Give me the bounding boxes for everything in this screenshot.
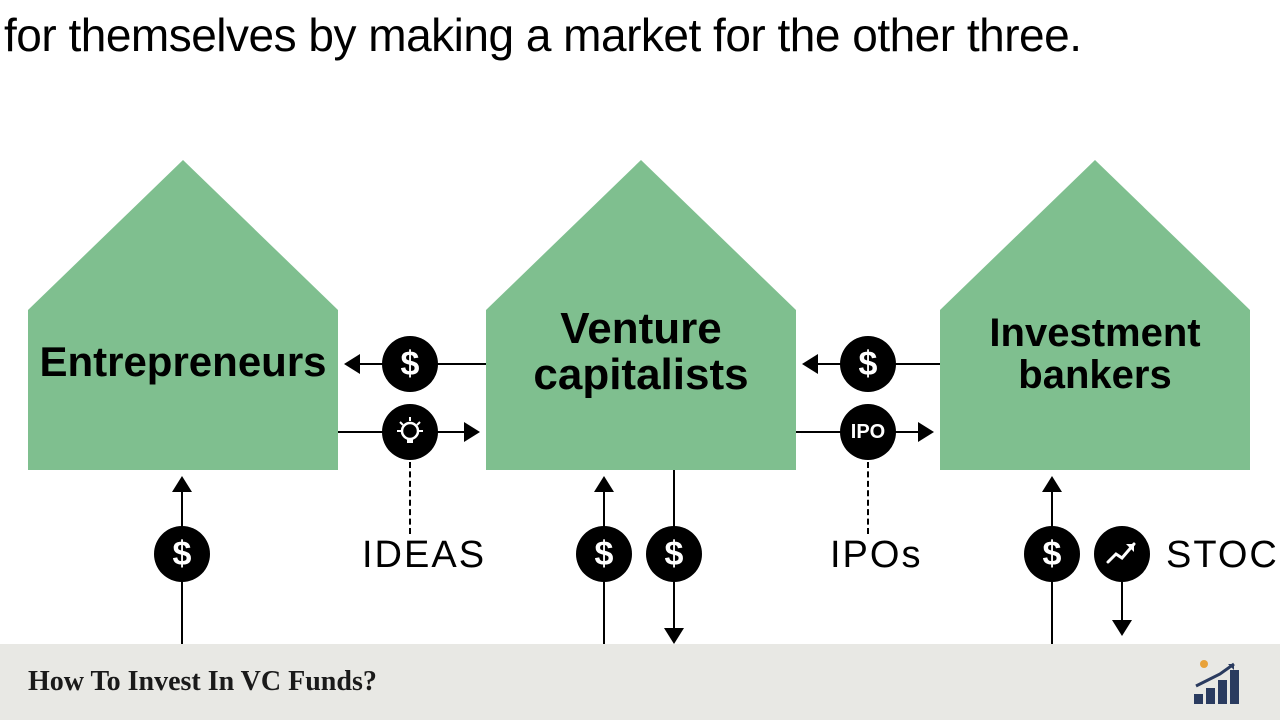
ipo-text: IPO bbox=[851, 421, 885, 444]
arrow-head-right bbox=[464, 422, 480, 442]
arrow-head-down bbox=[1112, 620, 1132, 636]
lightbulb-icon bbox=[393, 415, 427, 449]
dashed-line bbox=[409, 462, 411, 534]
dollar_below_2a-badge: $ bbox=[576, 526, 632, 582]
arrow-head-up bbox=[594, 476, 614, 492]
arrow-head-left bbox=[802, 354, 818, 374]
house-3: Investmentbankers bbox=[940, 160, 1250, 470]
growth-chart-icon bbox=[1190, 656, 1252, 708]
intro-text: for themselves by making a market for th… bbox=[4, 8, 1082, 62]
label-ideas: IDEAS bbox=[362, 534, 486, 577]
idea_left-badge bbox=[382, 404, 438, 460]
footer-bar: How To Invest In VC Funds? bbox=[0, 644, 1280, 720]
dollar-icon: $ bbox=[1043, 535, 1062, 574]
arrow-head-up bbox=[1042, 476, 1062, 492]
arrow-head-right bbox=[918, 422, 934, 442]
dollar-icon: $ bbox=[401, 345, 420, 384]
house-1: Entrepreneurs bbox=[28, 160, 338, 470]
dashed-line bbox=[867, 462, 869, 534]
house-label: Venturecapitalists bbox=[486, 306, 796, 398]
diagram-canvas: for themselves by making a market for th… bbox=[0, 0, 1280, 720]
dollar-icon: $ bbox=[173, 535, 192, 574]
label-ipos: IPOs bbox=[830, 534, 922, 577]
dollar-icon: $ bbox=[859, 345, 878, 384]
ipo_right-badge: IPO bbox=[840, 404, 896, 460]
arrow-head-up bbox=[172, 476, 192, 492]
dollar-icon: $ bbox=[595, 535, 614, 574]
arrow-line bbox=[1121, 582, 1123, 622]
dollar_below_2b-badge: $ bbox=[646, 526, 702, 582]
footer-title: How To Invest In VC Funds? bbox=[28, 666, 377, 698]
house-label: Entrepreneurs bbox=[28, 340, 338, 384]
trend_below_3-badge bbox=[1094, 526, 1150, 582]
arrow-head-down bbox=[664, 628, 684, 644]
arrow-head-left bbox=[344, 354, 360, 374]
label-stock: STOCK bbox=[1166, 534, 1280, 577]
trend-up-icon bbox=[1104, 536, 1140, 572]
dollar_left_top-badge: $ bbox=[382, 336, 438, 392]
dollar-icon: $ bbox=[665, 535, 684, 574]
dollar_below_1-badge: $ bbox=[154, 526, 210, 582]
house-2: Venturecapitalists bbox=[486, 160, 796, 470]
dollar_right_top-badge: $ bbox=[840, 336, 896, 392]
house-label: Investmentbankers bbox=[940, 312, 1250, 396]
dollar_below_3-badge: $ bbox=[1024, 526, 1080, 582]
